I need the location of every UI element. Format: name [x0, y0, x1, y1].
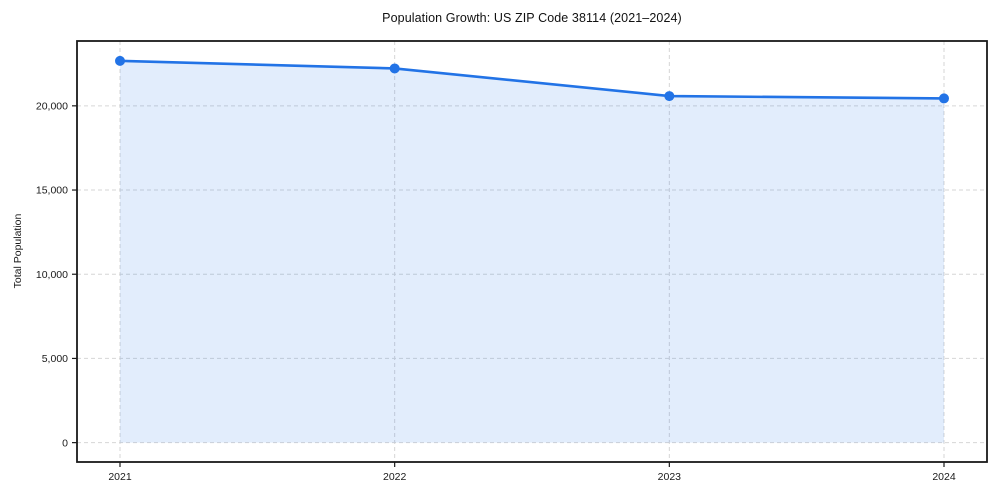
x-tick-label: 2024	[932, 471, 956, 483]
x-tick-label: 2021	[108, 471, 132, 483]
y-tick-label: 5,000	[42, 353, 68, 365]
data-point-2021	[115, 55, 125, 66]
y-tick-label: 15,000	[36, 185, 68, 197]
data-point-2022	[389, 63, 400, 74]
data-point-2023	[664, 91, 675, 102]
data-point-2024	[939, 93, 949, 104]
y-tick-label: 0	[62, 437, 68, 449]
chart-title: Population Growth: US ZIP Code 38114 (20…	[382, 11, 682, 25]
plot-border	[76, 40, 988, 463]
x-tick-label: 2023	[658, 471, 682, 483]
x-tick-label: 2022	[383, 471, 407, 483]
trend-line	[118, 59, 946, 100]
y-tick-label: 10,000	[36, 269, 68, 281]
area-fill	[120, 60, 944, 443]
y-tick-label: 20,000	[36, 101, 68, 113]
